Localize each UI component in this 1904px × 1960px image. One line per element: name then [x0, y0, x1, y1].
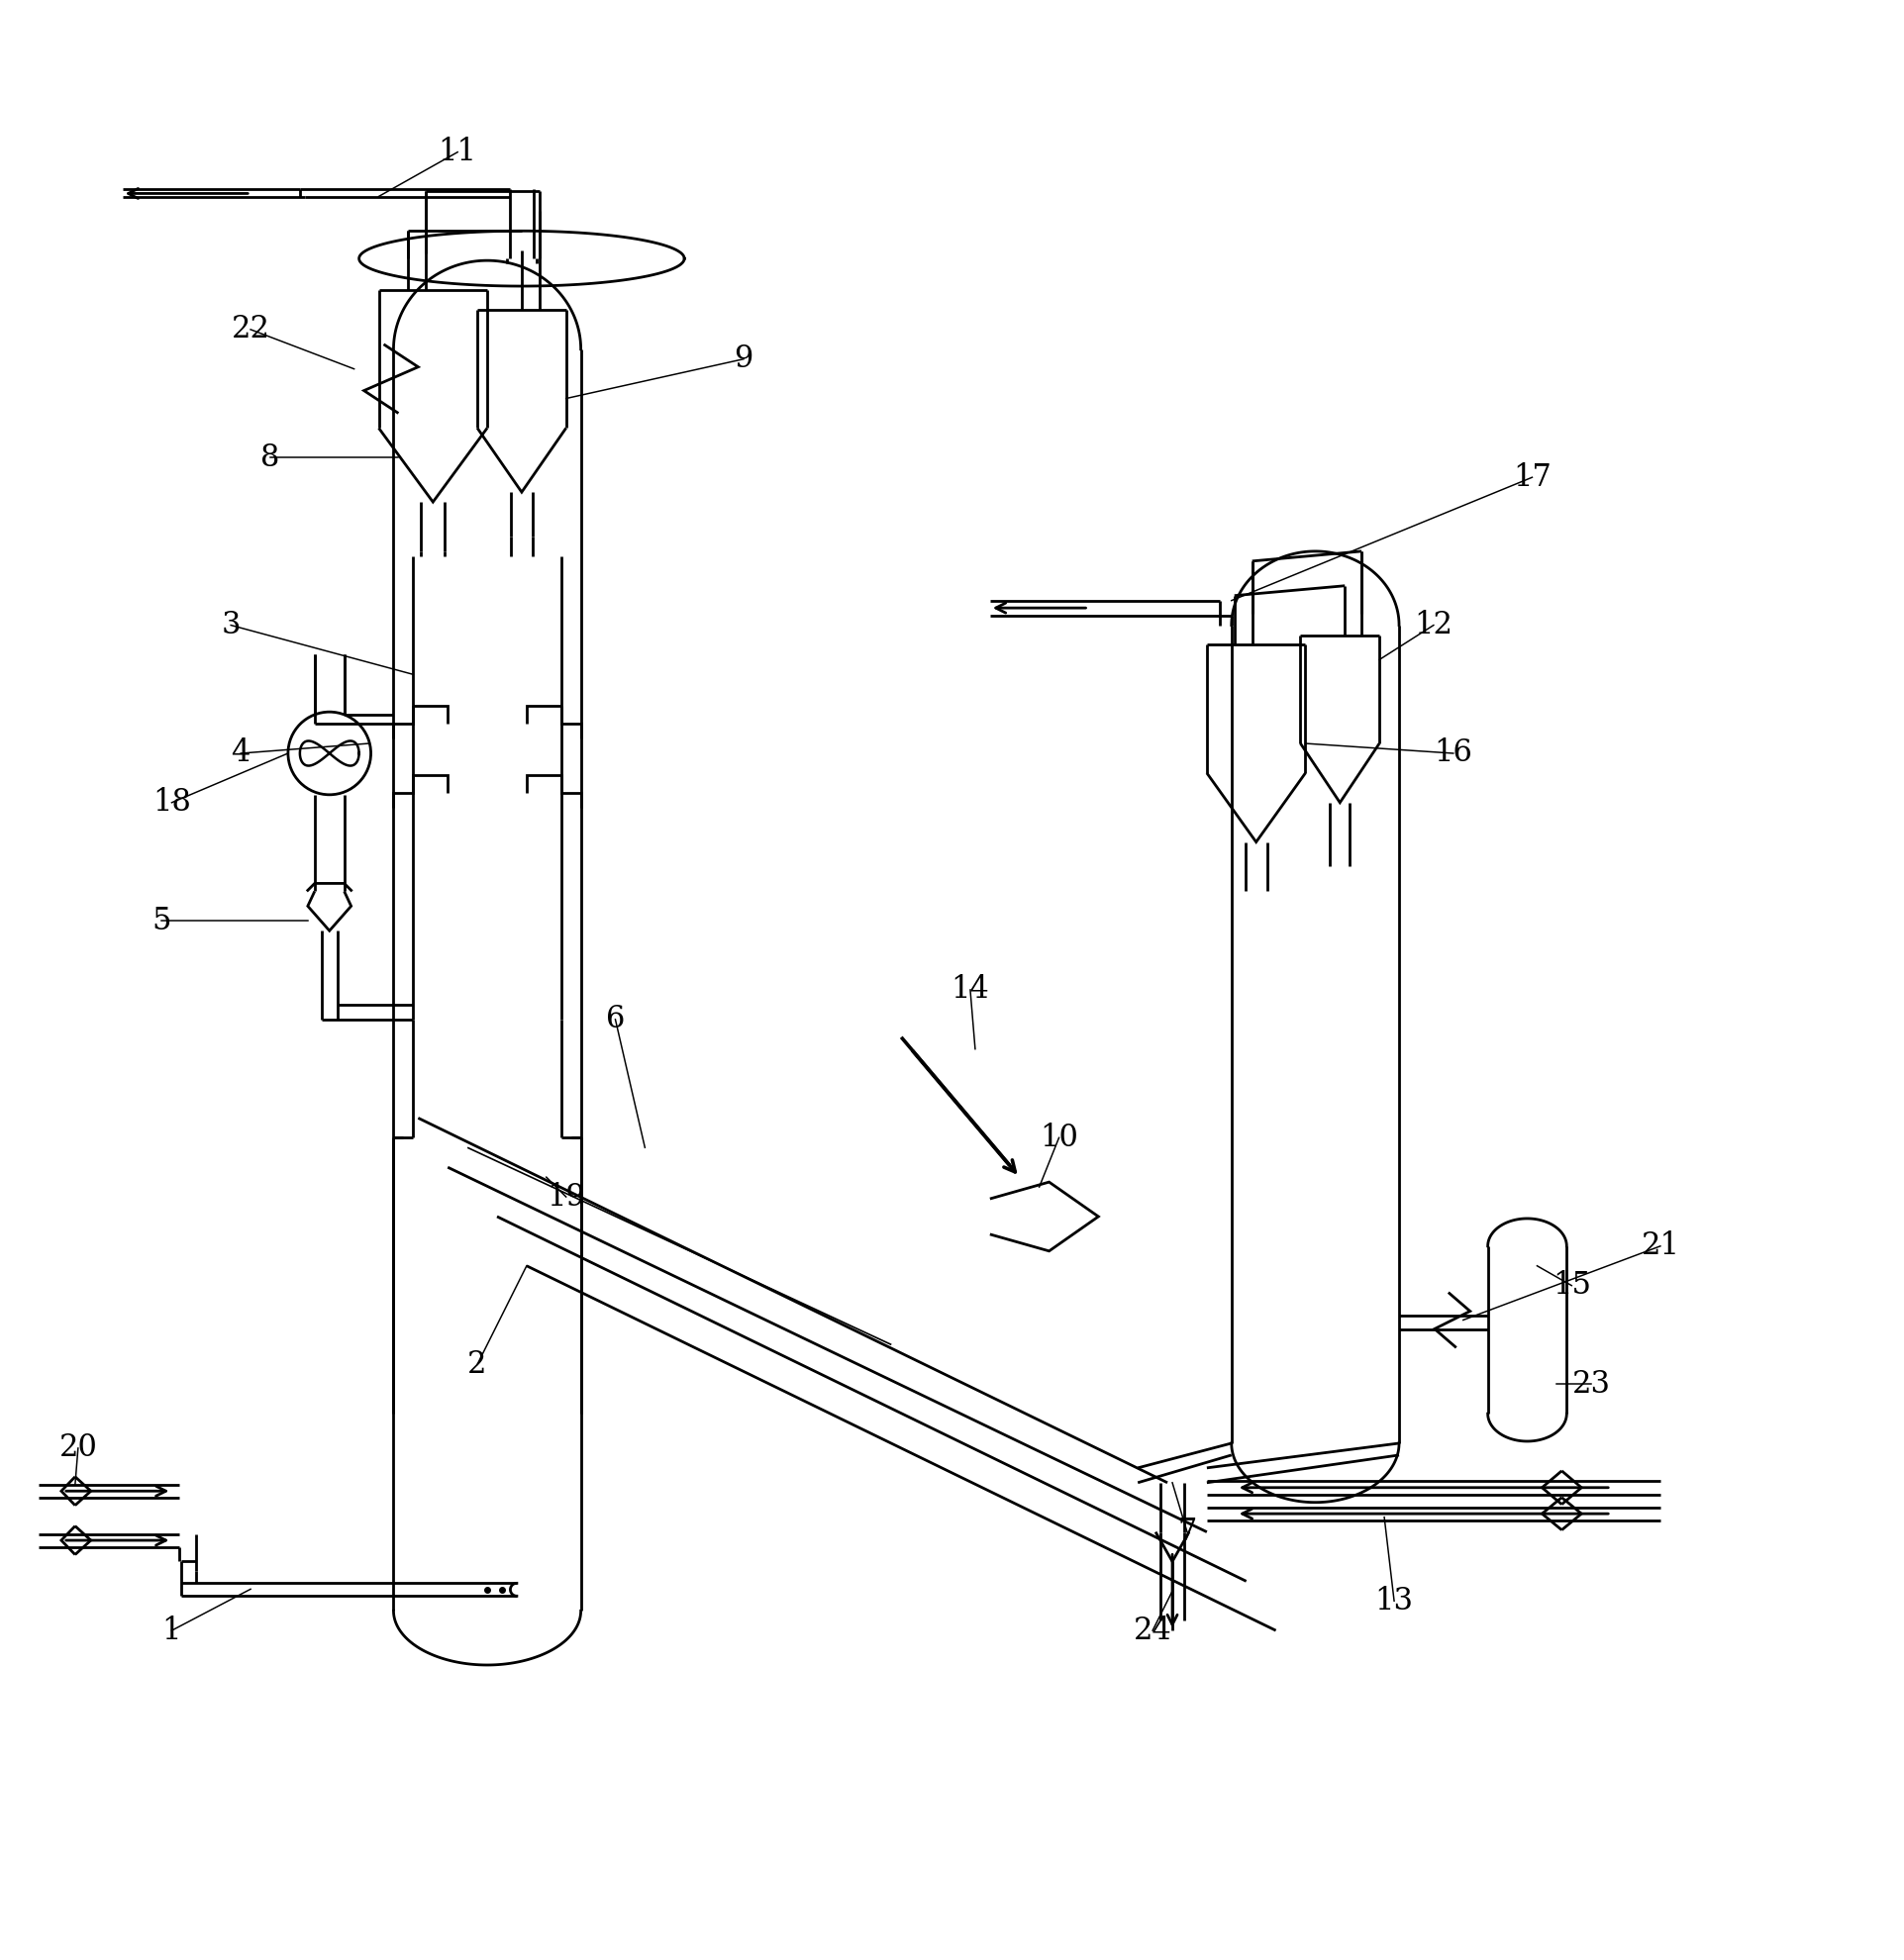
Text: 18: 18	[152, 788, 190, 817]
Text: 10: 10	[1040, 1123, 1078, 1152]
Text: 12: 12	[1413, 610, 1453, 641]
Text: 15: 15	[1552, 1270, 1590, 1301]
Text: 2: 2	[466, 1348, 487, 1380]
Text: 20: 20	[59, 1433, 97, 1464]
Text: 8: 8	[261, 443, 280, 472]
Text: 5: 5	[152, 906, 171, 937]
Text: 23: 23	[1571, 1368, 1609, 1399]
Text: 17: 17	[1512, 463, 1550, 492]
Text: 16: 16	[1434, 739, 1472, 768]
Text: 22: 22	[230, 314, 270, 345]
Text: 9: 9	[733, 343, 752, 374]
Text: 6: 6	[605, 1004, 625, 1035]
Text: 3: 3	[221, 610, 240, 641]
Text: 7: 7	[1177, 1517, 1196, 1546]
Text: 4: 4	[230, 739, 249, 768]
Text: 21: 21	[1639, 1231, 1679, 1262]
Text: 11: 11	[438, 137, 476, 167]
Text: 13: 13	[1375, 1586, 1413, 1617]
Text: 1: 1	[162, 1615, 181, 1646]
Text: 19: 19	[546, 1182, 585, 1211]
Text: 24: 24	[1133, 1615, 1171, 1646]
Text: 14: 14	[950, 974, 988, 1005]
